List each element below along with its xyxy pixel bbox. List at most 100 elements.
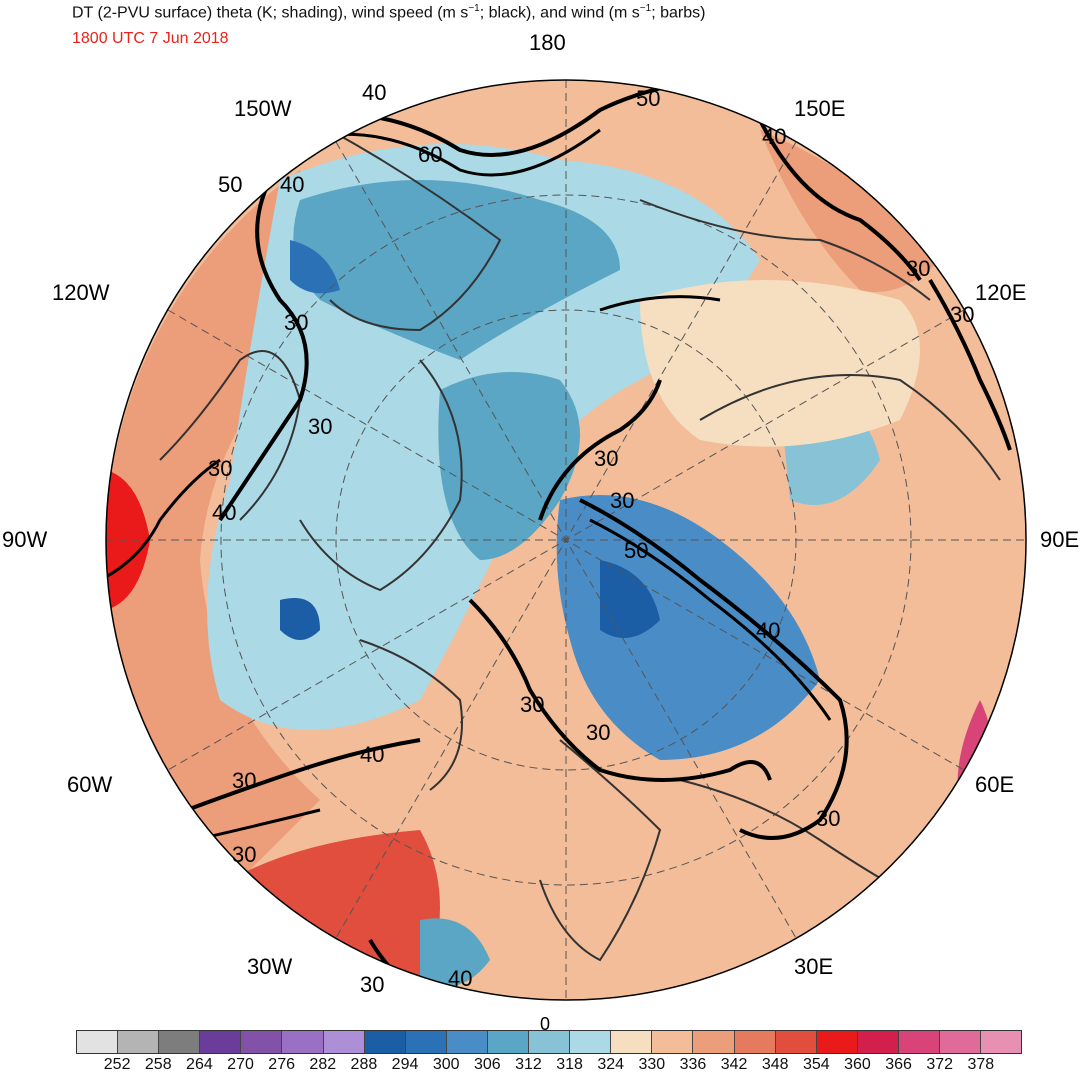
title-exponent-1: −1 <box>468 3 480 14</box>
lon-label-90e: 90E <box>1040 527 1080 552</box>
contour-label: 40 <box>360 742 384 767</box>
colorbar-swatch <box>693 1031 735 1053</box>
colorbar-tick-label: 348 <box>761 1056 789 1073</box>
colorbar-swatch <box>939 1031 982 1053</box>
colorbar <box>76 1030 1022 1054</box>
colorbar-tick-label: 252 <box>103 1056 131 1073</box>
colorbar-swatch <box>364 1031 406 1053</box>
contour-label: 30 <box>594 446 618 471</box>
map-border <box>105 79 1027 1001</box>
cold-core-alaska <box>293 180 620 360</box>
graticule <box>106 80 1026 1000</box>
colorbar-tick-label: 360 <box>844 1056 871 1073</box>
contour-label: 50 <box>218 172 242 197</box>
colorbar-tick-label: 306 <box>473 1056 501 1073</box>
warm-ridge-siberia <box>640 280 920 447</box>
colorbar-tick-label: 276 <box>268 1056 295 1073</box>
colorbar-swatch <box>981 1031 1022 1053</box>
contour-label: 30 <box>284 310 308 335</box>
colorbar-tick-label: 378 <box>967 1056 995 1073</box>
colorbar-tick-label: 300 <box>432 1056 460 1073</box>
contour-label: 40 <box>362 80 386 105</box>
colorbar-tick-label: 282 <box>309 1056 337 1073</box>
lon-label-120e: 120E <box>975 280 1027 305</box>
lon-label-0: 0 <box>540 1014 551 1034</box>
title-exponent-2: −1 <box>639 3 652 14</box>
colorbar-tick-label: 324 <box>597 1056 625 1073</box>
warm-region-atlantic <box>230 830 440 1000</box>
cold-core-small-1 <box>290 240 340 294</box>
colorbar-tick-label: 354 <box>802 1056 830 1073</box>
colorbar-swatch <box>200 1031 242 1053</box>
colorbar-tick-label: 294 <box>391 1056 419 1073</box>
lon-label-90w: 90W <box>2 527 48 552</box>
contour-label: 40 <box>448 966 472 991</box>
colorbar-swatch <box>734 1031 776 1053</box>
colorbar-tick-label: 288 <box>350 1056 378 1073</box>
colorbar-tick-label: 312 <box>515 1056 542 1073</box>
contour-label: 30 <box>520 692 544 717</box>
colorbar-swatch <box>652 1031 694 1053</box>
colorbar-tick-label: 342 <box>720 1056 748 1073</box>
lon-label-150e: 150E <box>794 96 846 121</box>
colorbar-swatch <box>487 1031 530 1053</box>
colorbar-swatch <box>159 1031 201 1053</box>
valid-time: 1800 UTC 7 Jun 2018 <box>72 30 229 47</box>
lon-label-150w: 150W <box>234 96 292 121</box>
colorbar-tick-label: 270 <box>227 1056 254 1073</box>
contour-label: 30 <box>816 806 840 831</box>
contour-label: 40 <box>280 172 304 197</box>
colorbar-tick-label: 258 <box>144 1056 172 1073</box>
colorbar-swatch <box>898 1031 940 1053</box>
cold-core-atlantic <box>420 918 490 987</box>
contour-label-group: 40 50 60 50 40 40 30 30 30 30 40 30 30 3… <box>208 80 974 997</box>
colorbar-tick-label: 318 <box>556 1056 583 1073</box>
lon-label-30w: 30W <box>247 954 293 979</box>
hot-region-us <box>106 470 150 610</box>
colorbar-swatch <box>446 1031 488 1053</box>
colorbar-tick-label: 366 <box>885 1056 912 1073</box>
title-end: ; barbs) <box>651 4 706 22</box>
title-mid: ; black), and wind (m s <box>479 4 640 22</box>
colorbar-swatch <box>775 1031 817 1053</box>
contour-label: 60 <box>418 142 442 167</box>
contour-label: 40 <box>762 124 786 149</box>
contour-label: 40 <box>212 500 236 525</box>
figure-title: DT (2-PVU surface) theta (K; shading), w… <box>72 3 705 22</box>
colorbar-labels: 252 258 264 270 276 282 288 294 300 306 312 318 324 3… <box>76 1056 1022 1076</box>
contour-label: 30 <box>208 456 232 481</box>
cold-core-small-2 <box>600 560 660 638</box>
contour-label: 30 <box>308 414 332 439</box>
lon-label-30e: 30E <box>794 954 834 979</box>
contour-label: 30 <box>360 972 384 997</box>
colorbar-swatch <box>323 1031 365 1053</box>
contour-label: 30 <box>906 256 930 281</box>
title-main: DT (2-PVU surface) theta (K; shading), w… <box>72 4 469 22</box>
contour-label: 50 <box>624 538 648 563</box>
contour-label: 30 <box>232 842 256 867</box>
colorbar-swatch <box>405 1031 447 1053</box>
colorbar-swatch <box>282 1031 324 1053</box>
colorbar-tick-label: 336 <box>679 1056 707 1073</box>
lon-label-60w: 60W <box>67 772 113 797</box>
colorbar-swatch <box>77 1031 119 1053</box>
cold-core-europe-trough <box>556 495 820 760</box>
colorbar-tick-label: 264 <box>186 1056 213 1073</box>
colorbar-swatch <box>241 1031 283 1053</box>
colorbar-swatch <box>611 1031 653 1053</box>
contour-label: 30 <box>610 488 634 513</box>
lon-label-60e: 60E <box>975 772 1015 797</box>
colorbar-swatch <box>816 1031 858 1053</box>
contour-label: 30 <box>586 720 610 745</box>
colorbar-tick-label: 330 <box>638 1056 666 1073</box>
colorbar-swatch <box>529 1031 571 1053</box>
lon-label-120w: 120W <box>52 280 110 305</box>
colorbar-swatch <box>857 1031 899 1053</box>
cold-core-small-3 <box>280 598 320 640</box>
contour-label: 50 <box>636 86 660 111</box>
contour-label: 40 <box>756 618 780 643</box>
colorbar-swatch <box>570 1031 612 1053</box>
colorbar-tick-label: 372 <box>926 1056 954 1073</box>
contour-label: 30 <box>232 768 256 793</box>
